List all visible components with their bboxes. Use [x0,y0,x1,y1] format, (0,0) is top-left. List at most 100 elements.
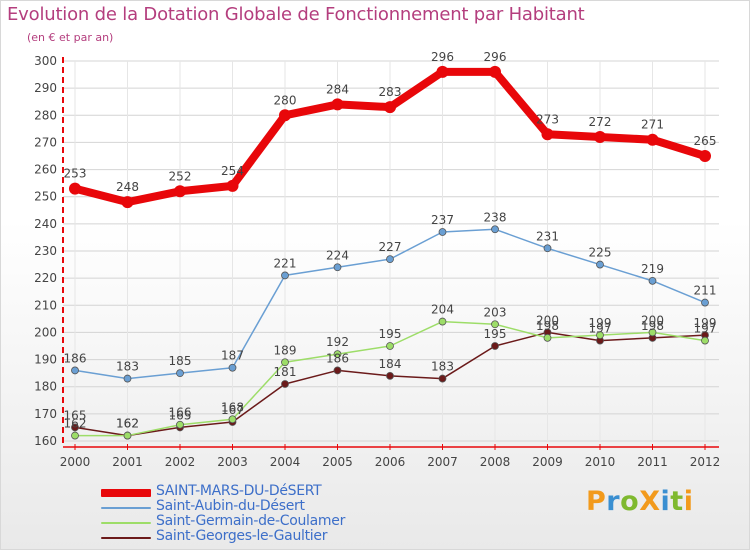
y-tick-label: 210 [34,298,57,312]
data-point [596,260,604,269]
data-point [121,196,134,209]
data-point [594,131,606,143]
data-label: 231 [536,229,559,243]
y-tick-label: 300 [34,54,57,68]
legend-label: Saint-Aubin-du-Désert [156,498,305,514]
data-label: 284 [326,82,349,96]
data-label: 165 [169,408,192,422]
data-label: 185 [169,354,192,368]
legend: SAINT-MARS-DU-DéSERT Saint-Aubin-du-Déser… [101,483,461,544]
data-point [384,101,396,114]
data-point [438,317,447,326]
data-point [438,228,447,236]
y-tick-label: 290 [34,81,57,95]
data-point [436,65,449,78]
data-point [226,179,239,192]
legend-swatch [101,537,151,539]
y-tick-label: 220 [34,271,57,285]
data-label: 248 [116,180,139,194]
y-axis-ticks: 160 170 180 190 200 210 220 230 240 250 260 270 280 2… [34,54,57,448]
data-point [489,65,501,78]
y-tick-label: 200 [34,325,57,339]
y-tick-label: 260 [34,163,57,177]
y-tick-label: 170 [34,407,57,421]
data-point [333,366,342,375]
data-label: 227 [379,240,402,254]
data-label: 203 [484,305,507,319]
data-label: 195 [484,327,507,341]
x-tick-label: 2012 [690,455,721,469]
data-label: 192 [326,335,349,349]
legend-label: Saint-Georges-le-Gaultier [156,528,328,544]
data-point [331,98,344,111]
data-point [491,342,499,350]
data-point [596,331,604,340]
legend-swatch [101,522,151,524]
legend-item: SAINT-MARS-DU-DéSERT [101,483,461,499]
data-point [71,423,79,432]
data-point [176,420,184,429]
data-label: 162 [64,417,87,431]
data-label: 273 [536,112,559,126]
y-tick-label: 250 [34,190,57,204]
data-point [333,350,342,359]
data-point [71,431,79,440]
data-label: 221 [274,256,297,270]
x-tick-label: 2004 [270,455,301,469]
legend-label: SAINT-MARS-DU-DéSERT [156,483,322,499]
data-label: 296 [484,50,507,64]
x-tick-label: 2005 [322,455,353,469]
data-point [176,369,184,378]
data-point [543,333,552,342]
x-axis-ticks: 2000 2001 2002 2003 2004 2005 2006 2007 2008 2009… [60,455,721,469]
x-tick-label: 2011 [637,455,668,469]
data-label: 195 [379,327,402,341]
x-tick-label: 2001 [112,455,143,469]
data-label: 219 [641,262,664,276]
data-point [701,298,709,307]
data-label: 211 [694,284,717,298]
y-tick-label: 270 [34,135,57,149]
x-tick-label: 2008 [480,455,511,469]
x-tick-label: 2010 [585,455,616,469]
x-tick-label: 2003 [217,455,248,469]
data-point [386,342,394,350]
legend-item: Saint-Georges-le-Gaultier [101,528,461,544]
data-label: 252 [169,169,192,183]
data-label: 271 [641,118,664,132]
data-point [228,363,237,372]
data-label: 184 [379,357,402,371]
legend-item: Saint-Aubin-du-Désert [101,498,461,514]
x-tick-label: 2002 [165,455,196,469]
data-label: 200 [536,313,559,327]
data-label: 162 [116,417,139,431]
data-point [281,358,289,367]
data-label: 181 [274,365,297,379]
data-label: 199 [694,316,717,330]
data-point [648,276,657,285]
y-tick-label: 230 [34,244,57,258]
data-point [228,415,237,424]
x-tick-label: 2009 [532,455,563,469]
data-label: 186 [64,351,87,365]
x-tick-label: 2007 [427,455,458,469]
data-label: 198 [536,319,559,333]
y-tick-label: 190 [34,353,57,367]
data-label: 253 [64,167,87,181]
data-point [646,133,659,146]
legend-swatch [101,507,151,509]
data-point [386,371,394,380]
data-point [281,271,289,280]
y-tick-label: 180 [34,380,57,394]
legend-item: Saint-Germain-de-Coulamer [101,513,461,529]
data-point [541,128,554,141]
data-label: 254 [221,164,244,178]
data-point [123,431,132,440]
data-label: 187 [221,349,244,363]
data-label: 283 [379,85,402,99]
data-point [174,185,186,198]
data-label: 272 [589,115,612,129]
